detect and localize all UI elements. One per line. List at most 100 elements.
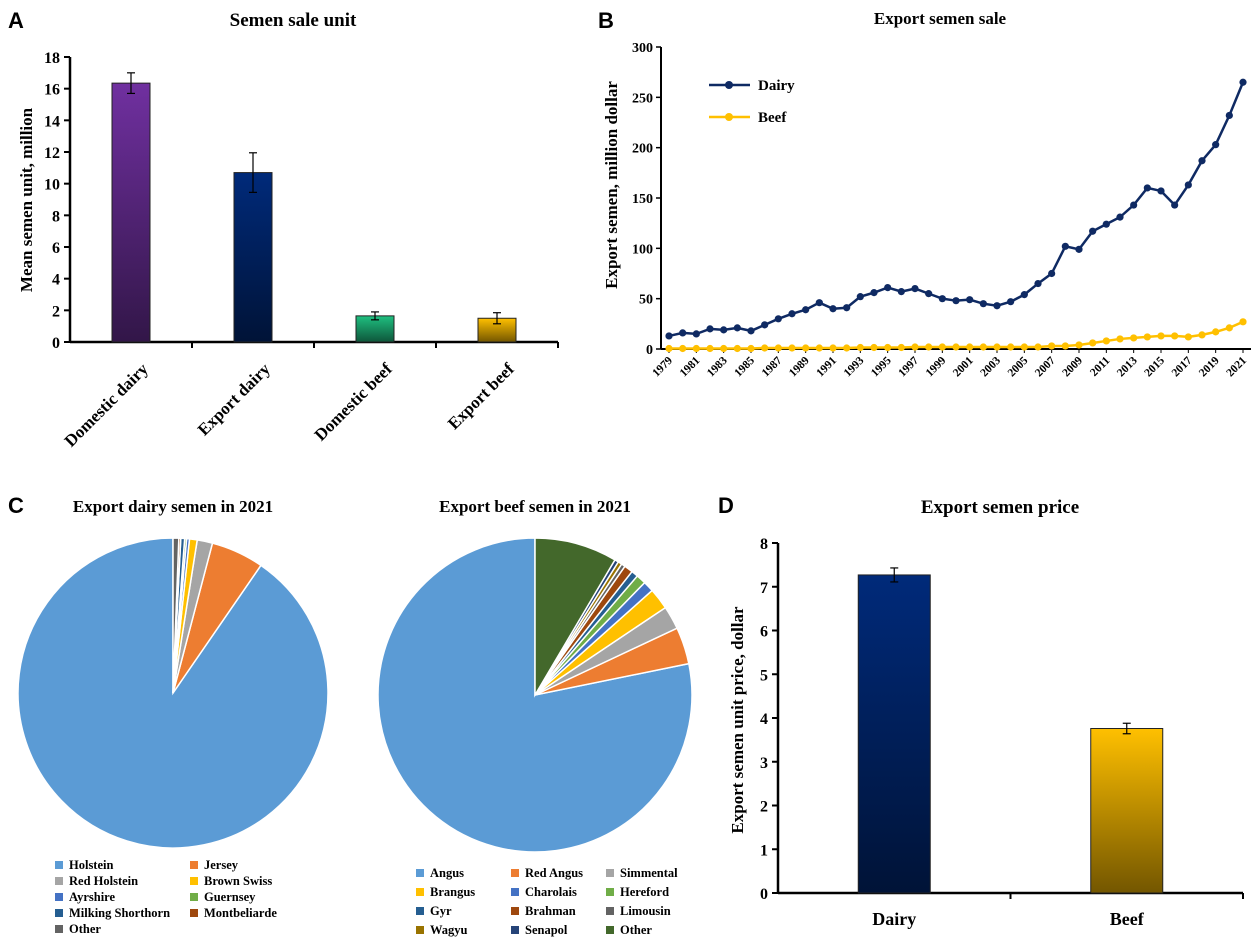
legend-label: Beef (758, 110, 787, 126)
data-point (952, 297, 960, 305)
y-tick-label: 16 (44, 82, 60, 99)
legend-swatch (416, 926, 424, 934)
data-point (979, 343, 987, 351)
x-tick-label: 1981 (678, 354, 703, 379)
legend-label: Brahman (525, 904, 576, 918)
data-point (829, 344, 837, 352)
data-point (1048, 342, 1056, 350)
panel-a-ylabel: Mean semen unit, million (17, 107, 36, 292)
panel-d-title: Export semen price (921, 497, 1079, 518)
x-tick-label: 1995 (869, 354, 894, 379)
y-tick-label: 2 (760, 799, 768, 816)
legend-label: Charolais (525, 885, 577, 899)
data-point (1020, 343, 1028, 351)
data-point (774, 315, 782, 323)
data-point (733, 344, 741, 353)
bar (233, 172, 273, 343)
legend-label: Red Angus (525, 866, 583, 880)
legend-swatch (511, 888, 519, 896)
panel-letter-d: D (718, 493, 734, 518)
data-point (679, 344, 687, 353)
data-point (993, 302, 1001, 310)
y-tick-label: 12 (44, 145, 60, 162)
y-tick-label: 0 (646, 343, 653, 358)
legend-swatch (190, 893, 198, 901)
panel-c-beef-title: Export beef semen in 2021 (439, 497, 631, 516)
data-point (897, 288, 905, 296)
data-point (720, 344, 728, 353)
data-point (1061, 342, 1069, 350)
legend-label: Milking Shorthorn (69, 906, 170, 920)
data-point (1048, 269, 1056, 278)
y-tick-label: 5 (760, 667, 768, 684)
y-tick-label: 8 (52, 208, 60, 225)
category-label: Domestic dairy (61, 359, 153, 451)
data-point (979, 300, 987, 308)
x-tick-label: 2017 (1170, 354, 1195, 379)
y-tick-label: 3 (760, 755, 768, 772)
legend-label: Red Holstein (69, 874, 138, 888)
category-label: Export beef (444, 359, 518, 433)
data-point (938, 295, 946, 303)
data-point (993, 343, 1001, 351)
data-point (1007, 343, 1015, 351)
panel-letter-a: A (8, 8, 24, 33)
x-tick-label: 2005 (1006, 354, 1031, 379)
data-point (1089, 339, 1097, 347)
data-point (706, 325, 714, 333)
data-point (870, 289, 878, 297)
data-point (815, 299, 823, 307)
data-point (1212, 141, 1220, 149)
panel-letter-b: B (598, 8, 614, 33)
pie-slice (377, 537, 693, 853)
data-point (733, 324, 741, 332)
data-point (679, 329, 687, 337)
data-point (1075, 245, 1083, 253)
y-tick-label: 7 (760, 580, 768, 597)
y-tick-label: 6 (52, 240, 60, 257)
pie-slice (534, 537, 616, 698)
legend-label: Guernsey (204, 890, 256, 904)
legend-label: Brangus (430, 885, 475, 899)
legend-swatch (55, 909, 63, 917)
data-point (1007, 298, 1015, 306)
x-tick-label: 1991 (814, 354, 839, 379)
legend-swatch (190, 861, 198, 869)
data-point (774, 344, 782, 352)
x-tick-label: 1983 (705, 354, 730, 379)
panel-a-chart: Semen sale unit Mean semen unit, million… (17, 10, 559, 451)
legend-label: Montbeliarde (204, 906, 277, 920)
legend-label: Other (69, 922, 101, 936)
data-point (884, 283, 892, 292)
data-point (1089, 227, 1097, 235)
legend-swatch (55, 877, 63, 885)
x-tick-label: 1989 (787, 354, 812, 379)
legend-label: Dairy (758, 78, 795, 94)
panel-c-dairy-pie: Export dairy semen in 2021 Holstein Jerse… (17, 497, 329, 936)
data-point (1184, 181, 1192, 189)
legend-label: Jersey (204, 858, 239, 872)
data-point (966, 296, 974, 304)
bar (1090, 728, 1164, 894)
x-tick-label: 1993 (842, 354, 867, 379)
panel-d-chart: Export semen price Export semen unit pri… (728, 497, 1244, 929)
data-point (692, 330, 700, 338)
y-tick-label: 250 (632, 91, 653, 106)
data-point (925, 290, 933, 298)
x-tick-label: 1979 (650, 354, 675, 379)
y-tick-label: 4 (760, 711, 768, 728)
data-point (925, 343, 933, 351)
x-tick-label: 2013 (1115, 354, 1140, 379)
legend-label: Brown Swiss (204, 874, 272, 888)
y-tick-label: 150 (632, 192, 653, 207)
data-point (884, 343, 892, 352)
data-point (938, 343, 946, 351)
data-point (952, 343, 960, 351)
data-point (1225, 324, 1233, 332)
x-tick-label: 2019 (1197, 354, 1222, 379)
panel-c-beef-pie: Export beef semen in 2021 Angus Red Angus… (377, 497, 693, 937)
data-point (1198, 331, 1206, 339)
legend-swatch (416, 888, 424, 896)
data-point (1212, 328, 1220, 336)
